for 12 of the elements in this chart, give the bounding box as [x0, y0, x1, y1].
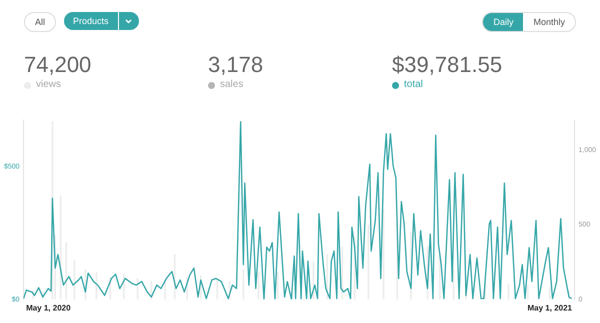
text: $39,781.55 [392, 52, 502, 78]
text: 74,200 [24, 52, 92, 78]
text: Monthly [532, 16, 566, 29]
text: sales [220, 78, 244, 92]
text: Products [72, 15, 110, 28]
x-tick-label: May 1, 2021 [528, 303, 573, 312]
text: 3,178 [208, 52, 264, 78]
legend-label: views [36, 78, 62, 92]
x-tick-label: May 1, 2020 [26, 303, 72, 312]
text: All [24, 12, 56, 32]
legend-label: total [404, 78, 423, 92]
text: Daily [483, 13, 524, 31]
